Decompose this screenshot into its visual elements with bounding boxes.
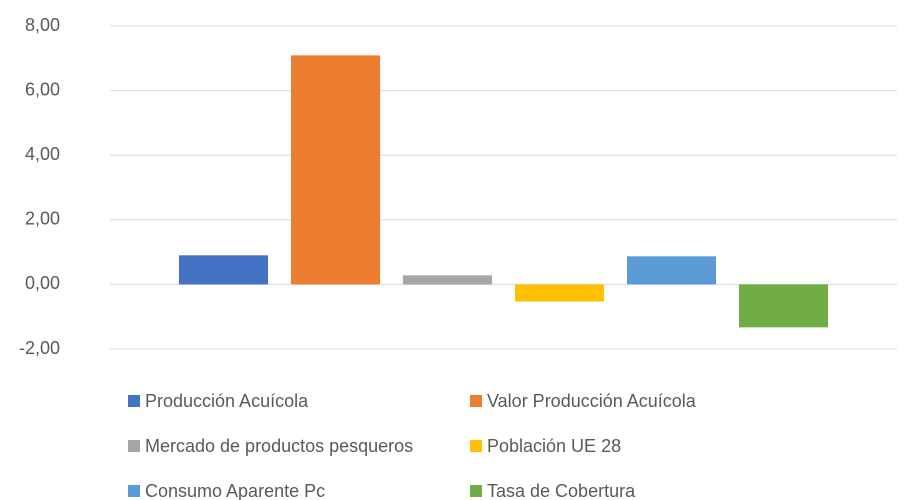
legend-swatch: [128, 440, 140, 452]
y-tick-label: -2,00: [19, 338, 60, 358]
bar: [515, 284, 604, 302]
y-tick-label: 6,00: [25, 79, 60, 99]
y-tick-label: 0,00: [25, 273, 60, 293]
bar: [179, 255, 268, 285]
bar: [739, 284, 828, 328]
legend-label: Tasa de Cobertura: [487, 481, 636, 500]
y-tick-label: 8,00: [25, 15, 60, 35]
bar: [403, 275, 492, 285]
legend-swatch: [128, 395, 140, 407]
legend-label: Valor Producción Acuícola: [487, 391, 697, 411]
legend-swatch: [470, 395, 482, 407]
legend-label: Mercado de productos pesqueros: [145, 436, 413, 456]
legend-label: Población UE 28: [487, 436, 621, 456]
legend-label: Producción Acuícola: [145, 391, 309, 411]
legend-label: Consumo Aparente Pc: [145, 481, 325, 500]
legend-swatch: [128, 485, 140, 497]
legend-swatch: [470, 485, 482, 497]
y-tick-label: 4,00: [25, 144, 60, 164]
y-tick-label: 2,00: [25, 209, 60, 229]
bar: [291, 55, 380, 285]
bar: [627, 256, 716, 285]
legend-swatch: [470, 440, 482, 452]
